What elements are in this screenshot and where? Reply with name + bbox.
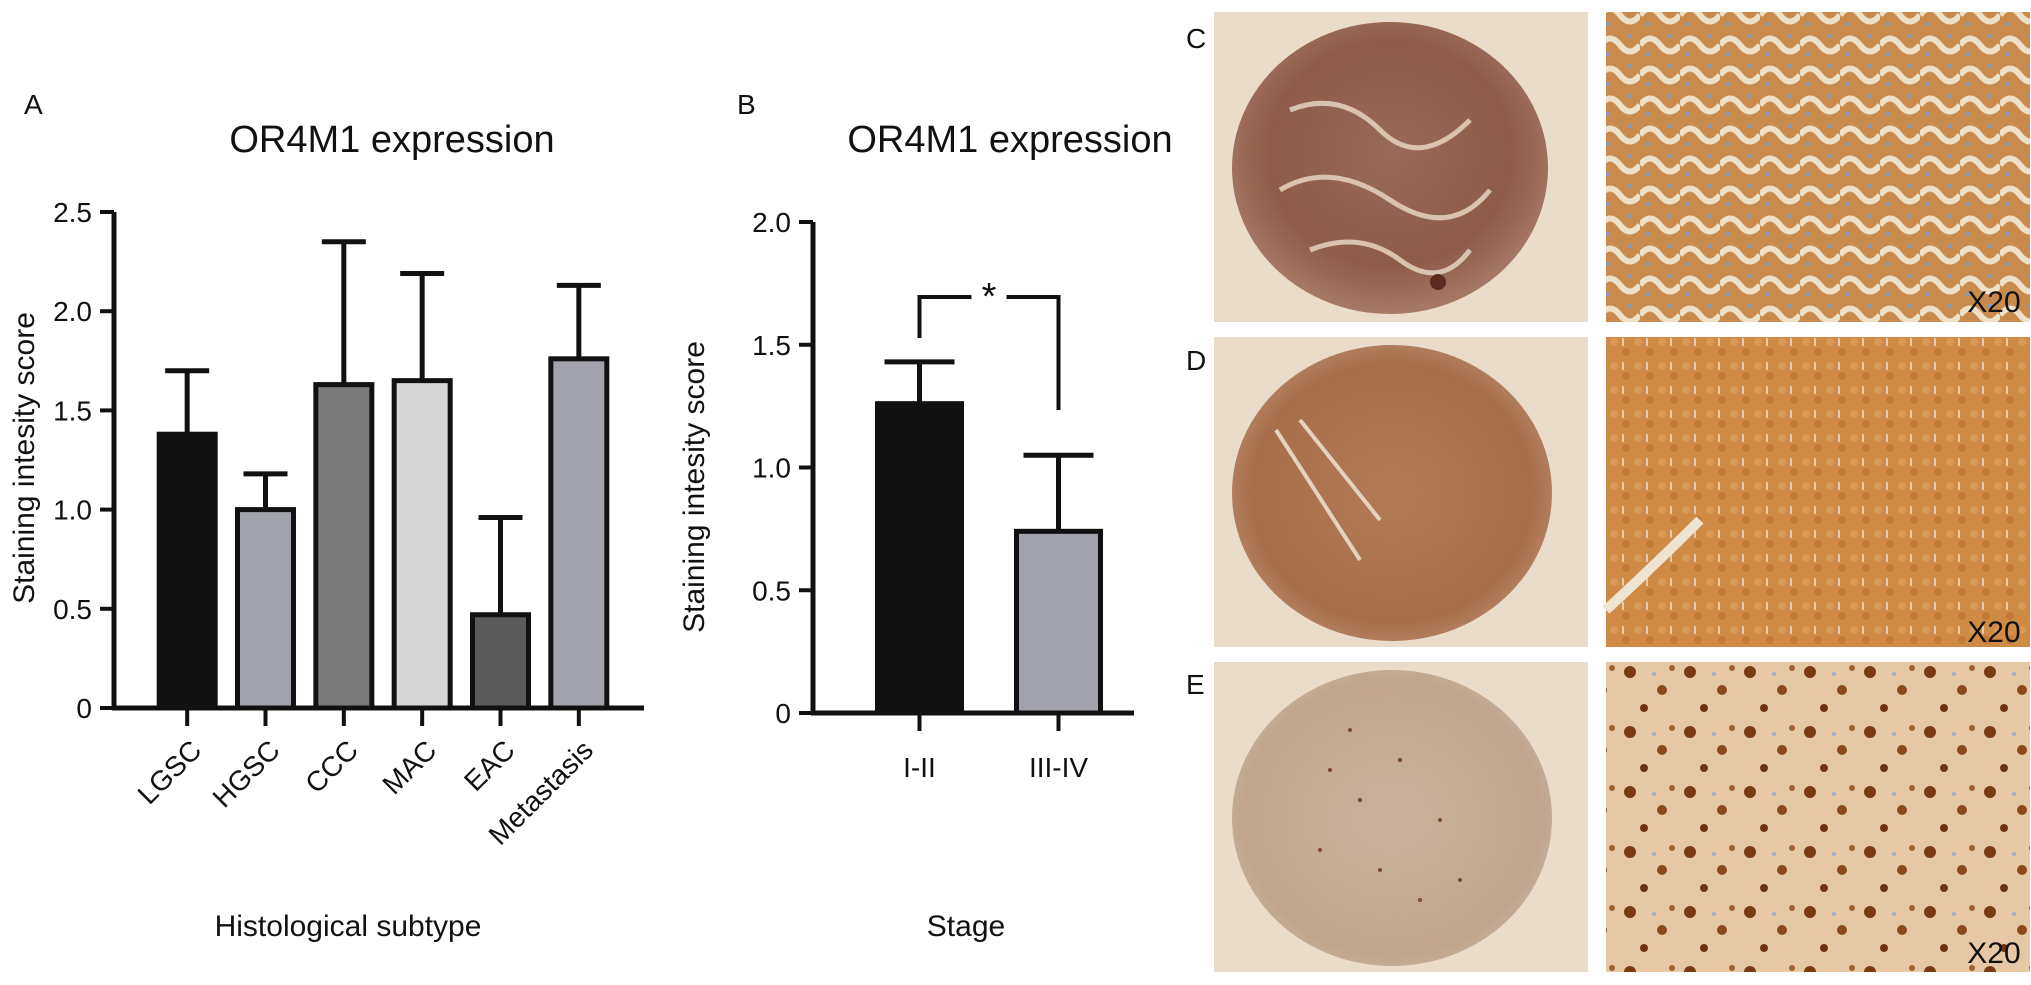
chart-b-title: OR4M1 expression	[847, 119, 1172, 161]
chart-a-category-label: LGSC	[132, 734, 208, 810]
chart-b-y-tick-label: 1.5	[752, 330, 791, 361]
panel-letter-d: D	[1186, 345, 1206, 376]
chart-a-x-axis-label: Histological subtype	[215, 910, 482, 943]
chart-a-y-tick-label: 0	[76, 693, 92, 724]
chart-a-category-label: HGSC	[207, 734, 286, 813]
micrograph-c-low	[1214, 12, 1588, 322]
chart-a-y-tick-label: 0.5	[53, 594, 92, 625]
panel-letter-a: A	[24, 89, 43, 120]
panel-a: A OR4M1 expression Staining intesity sco…	[8, 89, 644, 943]
chart-a-y-tick-label: 1.0	[53, 495, 92, 526]
magnification-label-d: X20	[1967, 616, 2020, 649]
chart-a-title: OR4M1 expression	[229, 119, 554, 161]
magnification-label-c: X20	[1967, 286, 2020, 319]
chart-a-bar-lgsc	[156, 431, 218, 711]
chart-a-bar-mac	[391, 378, 453, 711]
micrograph-e-low	[1214, 662, 1588, 972]
chart-b-bar-iii-iv	[1014, 528, 1103, 716]
chart-a-bar-hgsc	[235, 507, 296, 711]
chart-a-y-tick-label: 2.0	[53, 296, 92, 327]
panel-b: B OR4M1 expression Staining intesity sco…	[678, 89, 1173, 943]
chart-a-category-label: MAC	[376, 734, 442, 800]
significance-bracket-left	[917, 295, 972, 338]
chart-a-y-tick-label: 2.5	[53, 197, 92, 228]
chart-b-plot: 0 0.5 1.0 1.5 2.0 I-II III-IV *	[752, 207, 1134, 783]
chart-a-bar-eac	[470, 612, 531, 711]
panel-letter-c: C	[1186, 23, 1206, 54]
chart-b-y-tick-label: 0	[775, 698, 791, 729]
micrograph-e-high: X20	[1606, 662, 2030, 972]
chart-a-bar-ccc	[313, 382, 375, 711]
magnification-label-e: X20	[1967, 937, 2020, 970]
chart-b-y-tick-label: 2.0	[752, 207, 791, 238]
significance-bracket-right	[1006, 295, 1061, 410]
chart-b-y-axis-label: Staining intesity score	[678, 341, 711, 633]
significance-star: *	[982, 276, 997, 318]
chart-b-bar-i-ii	[875, 401, 964, 716]
panel-letter-b: B	[737, 89, 756, 120]
micrograph-d-low	[1214, 337, 1588, 647]
micrograph-d-high: X20	[1602, 337, 2030, 649]
chart-a-y-tick-label: 1.5	[53, 395, 92, 426]
micrograph-panels: C X20 D X20 E	[1186, 12, 2030, 972]
chart-b-category-label: I-II	[903, 752, 936, 783]
chart-b-y-tick-label: 0.5	[752, 575, 791, 606]
panel-letter-e: E	[1186, 669, 1205, 700]
chart-b-category-label: III-IV	[1029, 752, 1088, 783]
chart-b-x-axis-label: Stage	[927, 910, 1005, 943]
chart-b-y-tick-label: 1.0	[752, 453, 791, 484]
micrograph-c-high: X20	[1606, 12, 2030, 322]
chart-a-bar-metastasis	[548, 356, 610, 711]
chart-a-category-label: EAC	[458, 734, 521, 797]
chart-a-y-axis-label: Staining intesity score	[8, 312, 41, 604]
chart-a-category-label: CCC	[299, 734, 364, 799]
